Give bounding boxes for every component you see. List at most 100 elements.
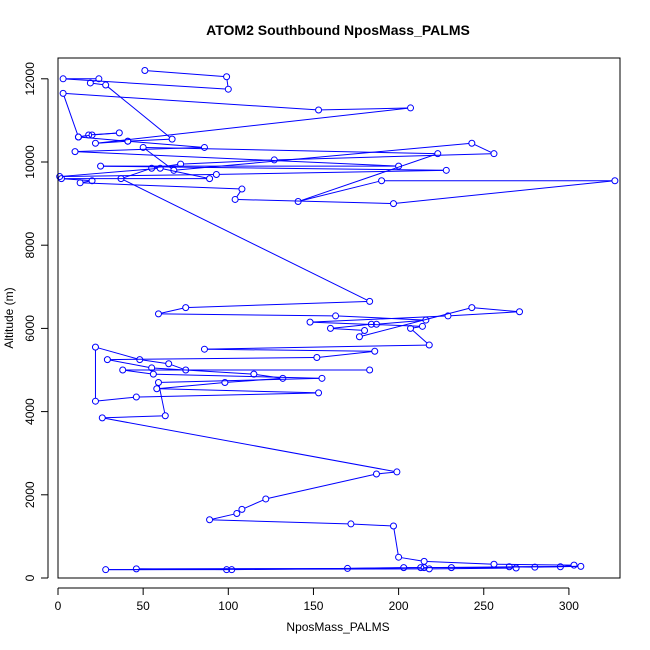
series-segment	[212, 513, 235, 520]
data-point	[306, 318, 314, 326]
data-point	[238, 505, 246, 513]
data-point	[56, 173, 64, 181]
series-segment	[244, 499, 264, 509]
data-point	[315, 389, 323, 397]
series-segment	[300, 180, 379, 202]
series-segment	[207, 348, 372, 352]
data-point	[490, 560, 498, 568]
series-segment	[236, 191, 241, 198]
series-segment	[93, 82, 103, 86]
series-segment	[159, 382, 222, 389]
series-segment	[130, 138, 170, 142]
series-segment	[161, 313, 333, 317]
data-point	[149, 370, 157, 378]
series-segment	[183, 159, 272, 165]
data-point	[389, 200, 397, 208]
data-point	[148, 364, 156, 372]
data-point	[367, 320, 375, 328]
data-point	[154, 310, 162, 318]
series-segment	[212, 519, 348, 525]
x-tick-label: 150	[303, 599, 323, 613]
data-point	[490, 150, 498, 158]
series-segment	[98, 107, 408, 144]
data-point	[611, 177, 619, 185]
data-point	[366, 366, 374, 374]
data-point	[86, 79, 94, 87]
data-point	[132, 565, 140, 573]
data-point	[361, 326, 369, 334]
data-point	[468, 304, 476, 312]
data-point	[577, 562, 585, 570]
data-point	[355, 333, 363, 341]
data-point	[165, 360, 173, 368]
data-point	[407, 104, 415, 112]
data-point	[223, 566, 231, 574]
series-segment	[277, 153, 491, 161]
series-segment	[161, 377, 319, 383]
series-segment	[188, 300, 367, 308]
series-segment	[110, 359, 149, 368]
data-point	[102, 81, 110, 89]
series-segment	[427, 560, 491, 565]
data-point	[250, 370, 258, 378]
data-point	[294, 198, 302, 206]
data-point	[468, 139, 476, 147]
series-segment	[83, 180, 90, 183]
series-segment	[98, 396, 134, 402]
data-point	[279, 374, 287, 382]
data-point	[228, 566, 236, 574]
data-point	[531, 563, 539, 571]
y-tick-label: 6000	[23, 315, 37, 342]
series-segment	[268, 474, 374, 499]
data-point	[512, 564, 520, 572]
series-segment	[159, 388, 316, 394]
data-point	[132, 393, 140, 401]
series-segment	[95, 132, 117, 136]
data-point	[59, 75, 67, 83]
data-point	[389, 522, 397, 530]
data-point	[200, 143, 208, 151]
series-segment	[333, 328, 362, 331]
series-segment	[226, 79, 229, 87]
series-segment	[427, 565, 578, 569]
x-tick-label: 100	[218, 599, 238, 613]
series-segment	[156, 373, 319, 379]
series-segment	[146, 147, 435, 155]
series-segment	[123, 168, 149, 179]
data-point	[154, 378, 162, 386]
series-segment	[105, 417, 395, 472]
series-segment	[300, 154, 436, 202]
series-segment	[474, 144, 492, 153]
data-point	[332, 312, 340, 320]
series-segment	[338, 315, 423, 321]
series-segment	[83, 182, 239, 190]
data-point	[407, 324, 415, 332]
x-axis-label: NposMass_PALMS	[286, 620, 389, 634]
data-point	[136, 356, 144, 364]
plot-frame	[57, 57, 621, 579]
series-segment	[207, 344, 427, 350]
series-segment	[171, 364, 184, 370]
data-point	[444, 312, 452, 320]
series-segment	[176, 143, 469, 171]
series-segment	[64, 178, 90, 182]
data-point	[95, 75, 103, 83]
data-point	[556, 563, 564, 571]
series-segment	[66, 78, 226, 90]
data-point	[115, 129, 123, 137]
data-point	[148, 164, 156, 172]
data-point	[393, 468, 401, 476]
data-point	[124, 137, 132, 145]
y-axis-label: Altitude (m)	[2, 287, 16, 348]
data-point	[372, 320, 380, 328]
data-point	[442, 166, 450, 174]
series-segment	[62, 174, 214, 178]
series-segment	[130, 140, 202, 148]
data-point	[71, 148, 79, 156]
data-point	[434, 150, 442, 158]
x-tick-label: 0	[55, 599, 62, 613]
series-segment	[313, 315, 446, 323]
series-segment	[63, 96, 78, 135]
data-point	[102, 566, 110, 574]
